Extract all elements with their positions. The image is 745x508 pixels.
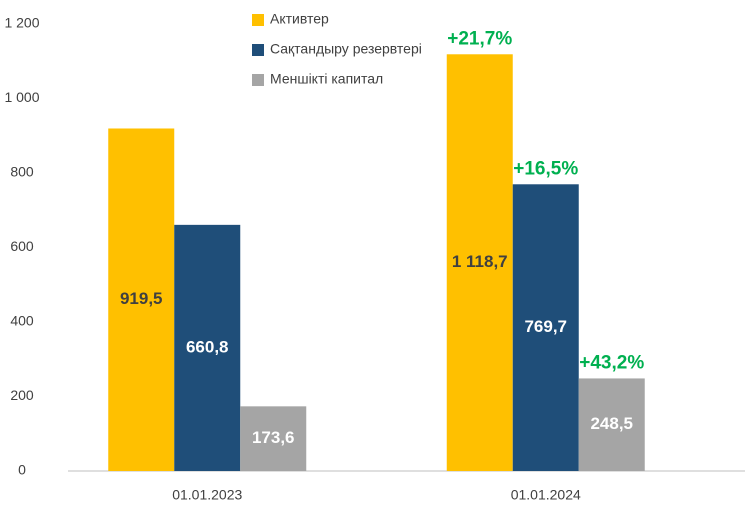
legend-swatch bbox=[252, 44, 264, 56]
y-tick-label: 600 bbox=[10, 238, 34, 254]
bar bbox=[108, 128, 175, 471]
y-tick-label: 1 200 bbox=[4, 15, 39, 31]
y-tick-label: 200 bbox=[10, 387, 34, 403]
bar bbox=[578, 378, 645, 471]
legend-swatch bbox=[252, 14, 264, 26]
value-label: 173,6 bbox=[252, 428, 295, 447]
growth-label: +21,7% bbox=[447, 28, 512, 49]
growth-label: +43,2% bbox=[579, 352, 644, 373]
bar bbox=[174, 224, 241, 471]
legend-swatch bbox=[252, 74, 264, 86]
y-tick-label: 0 bbox=[18, 462, 26, 478]
y-tick-label: 800 bbox=[10, 164, 34, 180]
x-tick-label: 01.01.2023 bbox=[172, 487, 242, 503]
value-label: 919,5 bbox=[120, 289, 163, 308]
bar bbox=[512, 184, 579, 471]
legend-label: Активтер bbox=[270, 11, 329, 27]
value-label: 660,8 bbox=[186, 337, 229, 356]
x-tick-label: 01.01.2024 bbox=[511, 487, 581, 503]
value-label: 1 118,7 bbox=[452, 252, 508, 271]
bar bbox=[446, 54, 513, 472]
legend-label: Меншікті капитал bbox=[270, 71, 383, 87]
y-tick-label: 1 000 bbox=[4, 89, 39, 105]
legend-label: Сақтандыру резервтері bbox=[270, 41, 422, 57]
y-tick-label: 400 bbox=[10, 313, 34, 329]
bar bbox=[240, 406, 307, 471]
growth-label: +16,5% bbox=[513, 158, 578, 179]
value-label: 769,7 bbox=[524, 317, 567, 336]
value-label: 248,5 bbox=[590, 414, 633, 433]
